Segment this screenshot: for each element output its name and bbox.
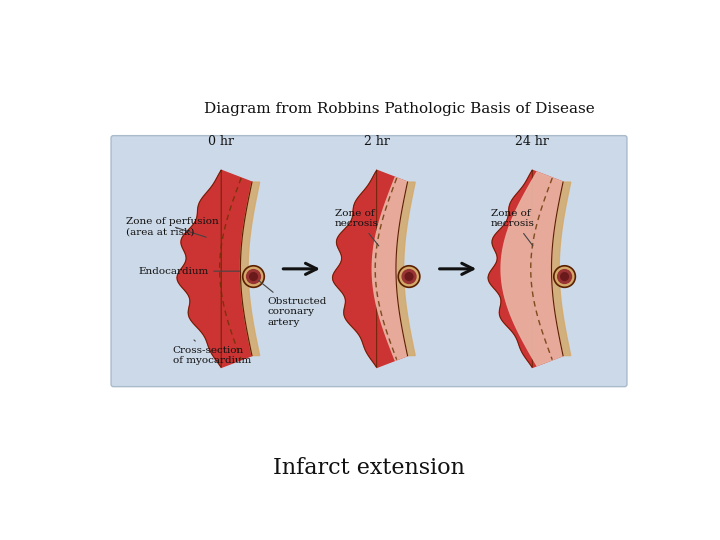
Polygon shape <box>488 170 563 367</box>
Polygon shape <box>333 170 408 367</box>
Text: Zone of perfusion
(area at risk): Zone of perfusion (area at risk) <box>127 217 219 237</box>
Text: Endocardium: Endocardium <box>138 267 240 275</box>
Circle shape <box>250 273 257 280</box>
Polygon shape <box>552 182 571 355</box>
Circle shape <box>243 266 264 287</box>
Circle shape <box>554 266 575 287</box>
Text: Zone of
necrosis: Zone of necrosis <box>335 209 379 246</box>
Text: 0 hr: 0 hr <box>208 135 234 148</box>
Text: Infarct extension: Infarct extension <box>273 457 465 480</box>
Text: Diagram from Robbins Pathologic Basis of Disease: Diagram from Robbins Pathologic Basis of… <box>204 102 595 116</box>
Circle shape <box>561 273 568 280</box>
Text: 24 hr: 24 hr <box>516 135 549 148</box>
Circle shape <box>558 269 572 284</box>
FancyBboxPatch shape <box>111 136 627 387</box>
Polygon shape <box>177 170 252 367</box>
Text: 2 hr: 2 hr <box>364 135 390 148</box>
Polygon shape <box>501 172 563 366</box>
Polygon shape <box>240 182 260 355</box>
Circle shape <box>398 266 420 287</box>
Circle shape <box>405 273 413 280</box>
Circle shape <box>402 269 416 284</box>
Text: Zone of
necrosis: Zone of necrosis <box>490 209 534 246</box>
Text: Cross-section
of myocardium: Cross-section of myocardium <box>173 340 251 365</box>
Polygon shape <box>396 182 415 355</box>
Circle shape <box>246 269 261 284</box>
Text: Obstructed
coronary
artery: Obstructed coronary artery <box>258 281 327 327</box>
Polygon shape <box>372 177 408 360</box>
